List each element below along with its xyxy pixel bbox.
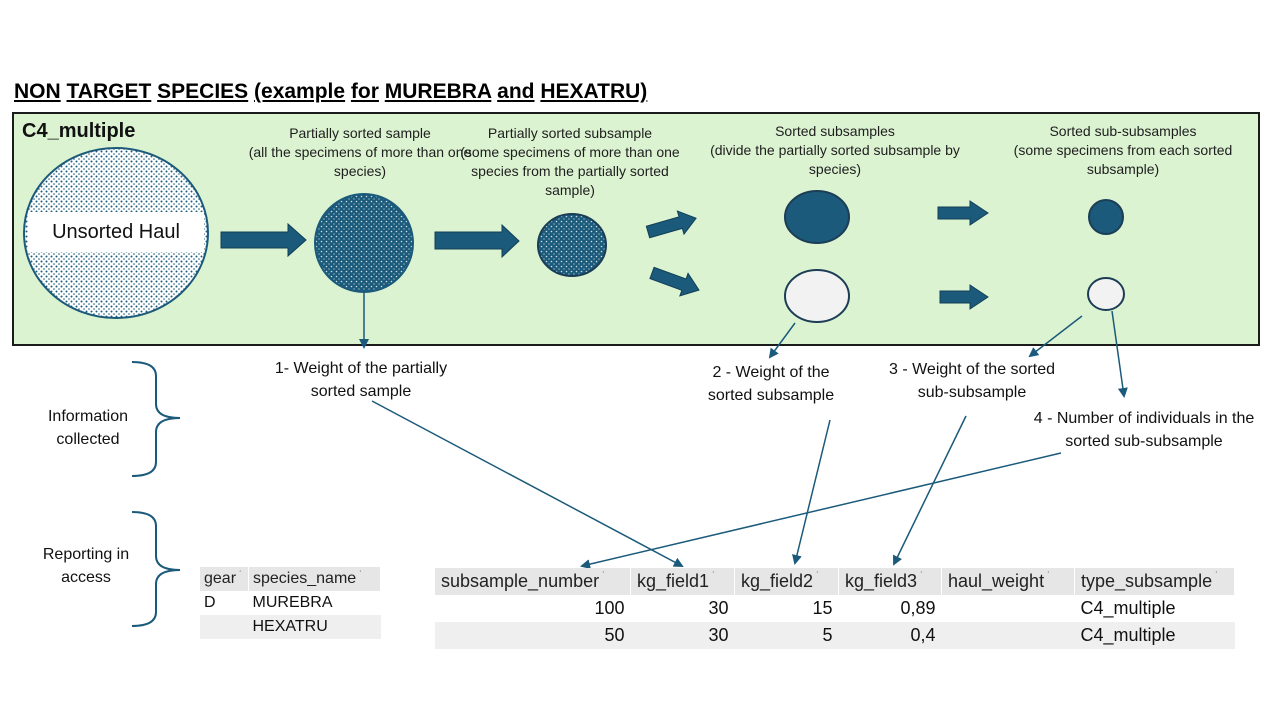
table-cell[interactable]: C4_multiple [1074,622,1235,649]
title-word: NON [14,80,61,103]
table-cell[interactable] [200,615,249,639]
unsorted-haul-label: Unsorted Haul [28,212,204,252]
table-header-row: gear ˙ species_name ˙ [200,567,381,591]
column-header-species-name[interactable]: species_name ˙ [248,567,381,591]
note-weight-sorted-subsample: 2 - Weight of the sorted subsample [707,364,835,404]
title-word: and [497,80,535,103]
stage-partially-sorted-sample: Partially sorted sample (all the specime… [248,125,472,179]
column-header-gear[interactable]: gear ˙ [200,567,249,591]
sorted-subsample-dark-circle [784,190,850,244]
column-header-kg-field3[interactable]: kg_field3 ˙ [838,568,942,595]
table-row[interactable]: HEXATRU [200,615,381,639]
column-header-type-subsample[interactable]: type_subsample ˙ [1074,568,1235,595]
table-cell[interactable]: 15 [734,595,839,622]
pointer-line [1028,315,1083,358]
arrow-up-right-icon [645,210,697,239]
table-cell[interactable] [941,595,1075,622]
table-cell[interactable]: 0,4 [838,622,942,649]
table-cell[interactable]: C4_multiple [1074,595,1235,622]
stage-partially-sorted-subsample: Partially sorted subsample (some specime… [460,125,680,198]
title-word: for [350,80,379,103]
connector-line [580,452,1062,570]
table-header-row: subsample_number ˙ kg_field1 ˙ kg_field2 ˙ … [435,568,1235,595]
note-weight-sorted-sub-subsample: 3 - Weight of the sorted sub-subsample [888,361,1055,401]
page-title: NON TARGET SPECIES (example for MUREBRA … [14,80,647,104]
brace-icon [131,361,181,477]
arrow-right-icon [220,222,307,258]
connector-line [893,415,967,566]
table-cell[interactable]: MUREBRA [248,591,381,615]
stage-sorted-sub-subsamples: Sorted sub-subsamples (some specimens fr… [1013,123,1233,177]
sorted-subsample-light-circle [784,269,850,323]
partially-sorted-subsample-circle [537,213,607,277]
note-weight-partially-sorted-sample: 1- Weight of the partially sorted sample [274,360,448,400]
subsample-table: subsample_number ˙ kg_field1 ˙ kg_field2 ˙ … [435,568,1235,649]
reporting-access-label: Reporting in access [42,546,130,586]
pointer-line [1111,310,1128,398]
information-collected-label: Information collected [47,408,129,448]
table-cell[interactable]: 100 [435,595,631,622]
connector-line [792,419,831,565]
table-cell[interactable]: 0,89 [838,595,942,622]
table-row[interactable]: 100 30 15 0,89 C4_multiple [435,595,1235,622]
arrow-down-right-icon [649,266,700,297]
title-word: HEXATRU) [540,80,648,103]
c4-multiple-panel [12,112,1260,346]
title-word: TARGET [66,80,152,103]
table-row[interactable]: D MUREBRA [200,591,381,615]
connector-line [371,400,684,567]
table-cell[interactable]: 5 [734,622,839,649]
table-row[interactable]: 50 30 5 0,4 C4_multiple [435,622,1235,649]
species-table: gear ˙ species_name ˙ D MUREBRA HEXATRU [200,567,381,639]
table-cell[interactable]: 30 [630,622,735,649]
title-word: MUREBRA [384,80,492,103]
stage-sorted-subsamples: Sorted subsamples (divide the partially … [710,123,960,177]
column-header-kg-field2[interactable]: kg_field2 ˙ [734,568,839,595]
title-word: SPECIES [157,80,249,103]
column-header-kg-field1[interactable]: kg_field1 ˙ [630,568,735,595]
column-header-haul-weight[interactable]: haul_weight ˙ [941,568,1075,595]
brace-icon [131,511,181,627]
arrow-right-icon [939,284,989,310]
arrow-right-icon [434,223,520,259]
table-cell[interactable]: 30 [630,595,735,622]
partially-sorted-sample-circle [314,193,414,293]
sub-subsample-light-circle [1087,277,1125,311]
table-cell[interactable]: 50 [435,622,631,649]
table-cell[interactable]: HEXATRU [248,615,381,639]
sub-subsample-dark-circle [1088,199,1124,235]
table-cell[interactable]: D [200,591,249,615]
pointer-line [768,322,796,359]
title-word: (example [254,80,346,103]
arrow-right-icon [937,200,989,226]
column-header-subsample-number[interactable]: subsample_number ˙ [435,568,631,595]
note-number-individuals: 4 - Number of individuals in the sorted … [1033,410,1255,450]
panel-label: C4_multiple [22,120,136,142]
table-cell[interactable] [941,622,1075,649]
